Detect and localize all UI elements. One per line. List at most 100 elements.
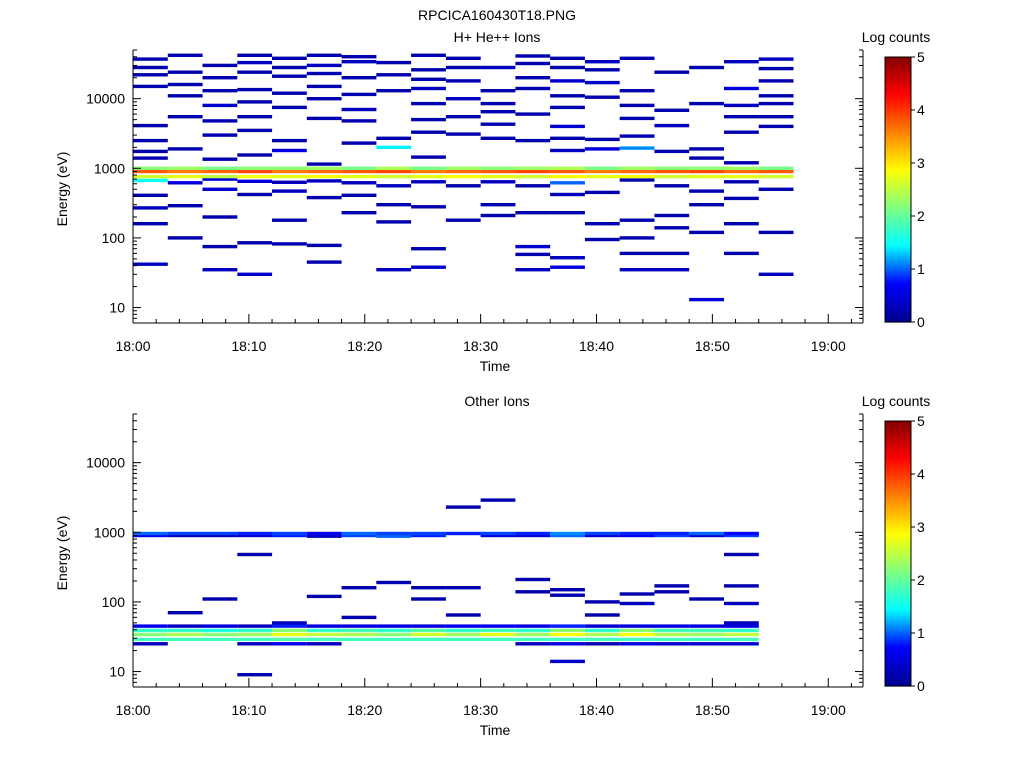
colorbar-segment: [885, 295, 911, 299]
heatmap-cell: [202, 531, 238, 536]
heatmap-cell: [272, 180, 307, 184]
heatmap-cell: [306, 166, 342, 170]
colorbar-segment: [885, 476, 911, 480]
colorbar-segment: [885, 515, 911, 519]
heatmap-cell: [724, 161, 759, 165]
colorbar-segment: [885, 266, 911, 270]
colorbar-segment: [885, 118, 911, 122]
heatmap-cell: [341, 141, 377, 145]
heatmap-cell: [376, 534, 412, 538]
heatmap-cell: [758, 174, 794, 179]
colorbar-segment: [885, 502, 911, 506]
heatmap-cell: [202, 174, 238, 179]
colorbar-segment: [885, 134, 911, 138]
heatmap-cell: [480, 533, 516, 538]
colorbar-segment: [885, 504, 911, 508]
heatmap-cell: [724, 584, 759, 588]
colorbar-segment: [885, 257, 911, 261]
colorbar-segment: [885, 180, 911, 184]
x-tick-label: 18:50: [695, 702, 730, 718]
heatmap-cell: [272, 56, 307, 60]
heatmap-cell: [689, 533, 724, 538]
colorbar-segment: [885, 114, 911, 118]
colorbar-segment: [885, 621, 911, 625]
heatmap-cell: [550, 136, 585, 140]
colorbar-tick-label: 0: [917, 678, 925, 694]
heatmap-cell: [515, 577, 551, 582]
heatmap-cell: [724, 103, 759, 108]
colorbar-segment: [885, 299, 911, 303]
heatmap-cell: [654, 149, 690, 154]
colorbar-segment: [885, 604, 911, 608]
heatmap-cell: [724, 115, 759, 119]
colorbar-segment: [885, 657, 911, 661]
heatmap-cell: [167, 632, 203, 637]
colorbar-segment: [885, 652, 911, 656]
heatmap-cell: [689, 166, 724, 170]
heatmap-cell: [272, 148, 307, 153]
heatmap-cell: [689, 642, 724, 646]
colorbar-segment: [885, 456, 911, 460]
heatmap-cell: [619, 103, 655, 108]
heatmap-cell: [306, 97, 342, 101]
heatmap-cell: [202, 166, 238, 170]
heatmap-cell: [654, 632, 690, 637]
heatmap-cell: [654, 624, 690, 628]
colorbar-segment: [885, 531, 911, 535]
heatmap-cell: [619, 218, 655, 222]
heatmap-cell: [724, 166, 759, 170]
heatmap-cell: [167, 147, 203, 151]
heatmap-cell: [654, 251, 690, 256]
heatmap-cell: [376, 624, 412, 628]
colorbar-segment: [885, 163, 911, 166]
colorbar-segment: [885, 535, 911, 539]
heatmap-cell: [237, 272, 273, 276]
heatmap-cell: [515, 637, 551, 642]
panel1-ylabel: Energy (eV): [54, 152, 70, 227]
colorbar-frame: [884, 56, 912, 323]
heatmap-cell: [133, 533, 168, 538]
y-tick-label: 10: [109, 300, 125, 316]
heatmap-cell: [272, 637, 307, 642]
heatmap-cell: [515, 54, 551, 58]
heatmap-cell: [689, 632, 724, 637]
colorbar-segment: [885, 63, 911, 67]
heatmap-cell: [202, 133, 238, 137]
heatmap-cell: [411, 77, 446, 81]
heatmap-cell: [306, 169, 342, 174]
heatmap-cell: [133, 57, 168, 61]
colorbar-segment: [885, 555, 911, 559]
colorbar-segment: [885, 560, 911, 563]
heatmap-cell: [341, 615, 377, 620]
colorbar-segment: [885, 304, 911, 308]
heatmap-cell: [341, 531, 377, 536]
colorbar-segment: [885, 90, 911, 93]
colorbar-segment: [885, 143, 911, 146]
heatmap-cell: [237, 642, 273, 646]
colorbar-segment: [885, 672, 911, 676]
heatmap-cell: [272, 642, 307, 646]
heatmap-cell: [654, 533, 690, 538]
heatmap-cell: [445, 632, 481, 637]
colorbar-segment: [885, 613, 911, 616]
colorbar-segment: [885, 59, 911, 63]
heatmap-cell: [689, 637, 724, 642]
colorbar-segment: [885, 584, 911, 588]
panel1-title: H+ He++ Ions: [454, 29, 541, 45]
colorbar-segment: [885, 260, 911, 263]
heatmap-cell: [341, 181, 377, 185]
x-tick-label: 18:40: [579, 338, 614, 354]
colorbar-segment: [885, 670, 911, 674]
heatmap-cell: [237, 241, 273, 245]
colorbar-segment: [885, 156, 911, 160]
heatmap-cell: [550, 632, 585, 637]
heatmap-cell: [306, 174, 342, 179]
heatmap-cell: [619, 637, 655, 642]
heatmap-cell: [689, 624, 724, 628]
heatmap-cell: [480, 624, 516, 628]
heatmap-cell: [515, 76, 551, 80]
colorbar-segment: [885, 683, 911, 687]
colorbar-segment: [885, 151, 911, 155]
heatmap-cell: [133, 138, 168, 143]
heatmap-cell: [237, 624, 273, 628]
